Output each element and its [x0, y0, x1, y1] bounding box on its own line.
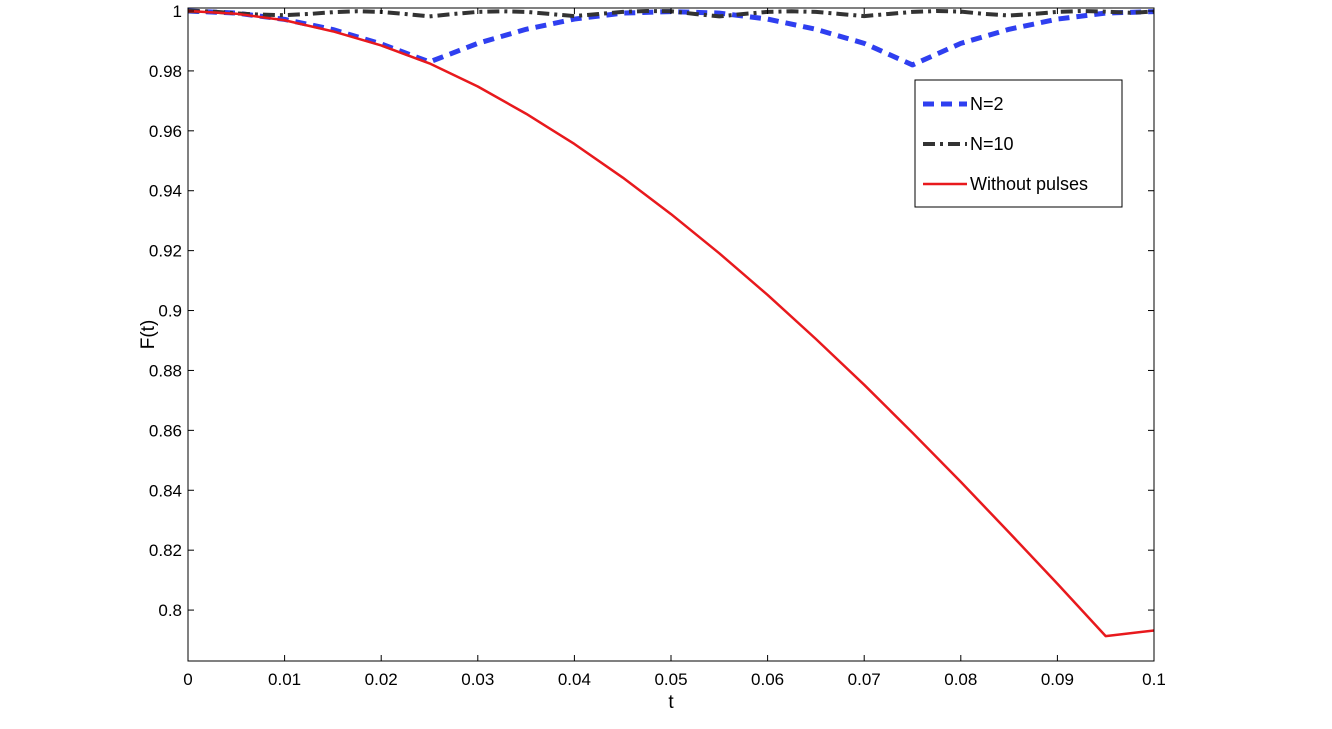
x-tick-label: 0.08 — [944, 670, 977, 689]
x-tick-label: 0.05 — [654, 670, 687, 689]
y-axis: 0.8 0.82 0.84 0.86 0.88 0.9 0.92 0.94 0.96 0.98 1 — [149, 2, 1154, 620]
legend-label-1: N=2 — [970, 94, 1004, 114]
y-tick-label: 0.98 — [149, 62, 182, 81]
y-tick-label: 0.8 — [158, 601, 182, 620]
x-tick-label: 0.01 — [268, 670, 301, 689]
x-tick-label: 0.02 — [365, 670, 398, 689]
y-tick-label: 0.84 — [149, 481, 182, 500]
x-tick-label: 0.09 — [1041, 670, 1074, 689]
x-axis-title: t — [668, 692, 674, 713]
legend: N=2 N=10 Without pulses — [914, 79, 1123, 208]
x-axis: 0 0.01 0.02 0.03 0.04 0.05 0.06 0.07 0.08 0.09 0.1 — [183, 8, 1166, 689]
x-tick-label: 0 — [183, 670, 192, 689]
x-tick-label: 0.1 — [1142, 670, 1166, 689]
y-tick-label: 0.92 — [149, 242, 182, 261]
x-tick-label: 0.06 — [751, 670, 784, 689]
y-tick-label: 0.82 — [149, 541, 182, 560]
series-line-1 — [187, 8, 1155, 68]
legend-label-2: N=10 — [970, 134, 1014, 154]
y-tick-label: 0.88 — [149, 361, 182, 380]
x-tick-label: 0.03 — [461, 670, 494, 689]
legend-label-3: Without pulses — [970, 174, 1088, 194]
x-tick-label: 0.04 — [558, 670, 591, 689]
y-tick-label: 0.86 — [149, 421, 182, 440]
y-tick-label: 0.96 — [149, 122, 182, 141]
y-axis-title: F(t) — [138, 320, 159, 350]
y-tick-label: 0.94 — [149, 182, 182, 201]
x-tick-label: 0.07 — [848, 670, 881, 689]
y-tick-label: 0.9 — [158, 302, 182, 321]
y-tick-label: 1 — [173, 2, 182, 21]
series-line-3 — [187, 9, 1155, 638]
